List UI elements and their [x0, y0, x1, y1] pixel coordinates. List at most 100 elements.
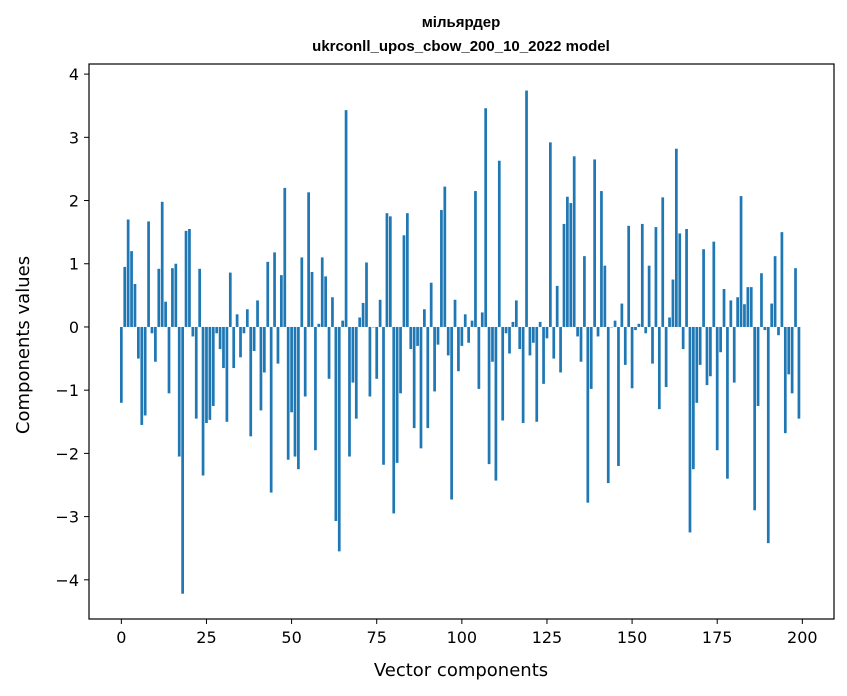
bar-168 — [692, 326, 695, 470]
x-tick-label-75: 75 — [367, 628, 387, 647]
bar-76 — [378, 299, 382, 327]
bar-71 — [361, 302, 365, 327]
bar-118 — [521, 326, 525, 424]
bar-161 — [668, 317, 671, 327]
bar-66 — [344, 110, 348, 327]
bar-179 — [729, 300, 733, 327]
bar-31 — [225, 326, 229, 422]
bar-9 — [150, 326, 154, 334]
bar-188 — [760, 273, 763, 327]
bar-154 — [644, 326, 648, 334]
bar-88 — [419, 326, 423, 449]
bar-17 — [177, 326, 181, 457]
x-axis-ticks: 0 25 50 75 100 125 150 175 200 — [116, 619, 818, 647]
bar-190 — [766, 326, 770, 544]
bar-186 — [753, 326, 757, 511]
bar-6 — [140, 326, 144, 425]
bar-129 — [559, 326, 562, 373]
bar-124 — [542, 326, 545, 384]
bar-0 — [119, 326, 123, 403]
bar-120 — [528, 326, 532, 356]
bar-117 — [518, 326, 522, 350]
x-tick-label-100: 100 — [447, 628, 478, 647]
bar-12 — [160, 201, 164, 327]
plot-frame — [88, 63, 835, 620]
bar-40 — [256, 300, 259, 327]
bar-155 — [647, 265, 651, 327]
bar-72 — [365, 262, 368, 327]
bar-93 — [436, 326, 440, 345]
bar-50 — [290, 326, 293, 413]
bar-8 — [147, 221, 150, 327]
bar-47 — [280, 275, 283, 327]
bar-35 — [239, 326, 242, 358]
y-axis-ticks: −4 −3 −2 −1 0 1 2 3 4 — [55, 65, 89, 590]
bar-62 — [331, 297, 334, 327]
bar-87 — [416, 326, 419, 346]
bar-61 — [327, 326, 331, 379]
bar-37 — [245, 309, 249, 327]
bar-99 — [457, 326, 460, 372]
y-tick-label--2: −2 — [55, 444, 79, 463]
bar-83 — [402, 235, 406, 327]
bar-90 — [426, 326, 430, 429]
bar-54 — [303, 326, 307, 397]
bar-94 — [440, 210, 443, 327]
bar-75 — [375, 326, 379, 379]
bar-14 — [167, 326, 171, 394]
bar-153 — [640, 223, 644, 327]
bar-55 — [307, 192, 310, 327]
x-tick-label-175: 175 — [702, 628, 733, 647]
bar-67 — [348, 326, 351, 457]
bar-199 — [797, 326, 801, 419]
bar-39 — [252, 326, 256, 351]
bar-1 — [123, 266, 127, 327]
bar-132 — [569, 203, 573, 327]
bar-151 — [634, 326, 637, 331]
bar-156 — [651, 326, 654, 364]
bar-25 — [205, 326, 208, 424]
bar-127 — [552, 326, 556, 359]
bar-143 — [606, 326, 610, 484]
bar-19 — [184, 230, 188, 327]
bar-166 — [685, 228, 688, 327]
bar-107 — [484, 108, 488, 327]
bar-80 — [392, 326, 396, 514]
bar-113 — [504, 326, 508, 334]
bar-102 — [467, 326, 471, 343]
y-tick-label--1: −1 — [55, 381, 79, 400]
bar-42 — [262, 326, 266, 373]
bar-181 — [736, 297, 739, 327]
bar-158 — [657, 326, 661, 410]
bar-64 — [337, 326, 341, 552]
bar-28 — [215, 326, 219, 334]
bar-16 — [174, 263, 178, 327]
bar-44 — [269, 326, 273, 493]
bar-157 — [654, 227, 658, 327]
y-tick-label-1: 1 — [69, 255, 79, 274]
bar-108 — [487, 326, 491, 465]
bar-43 — [266, 261, 270, 327]
bar-10 — [154, 326, 157, 362]
bar-73 — [368, 326, 372, 397]
bar-24 — [201, 326, 205, 476]
bar-97 — [450, 326, 453, 500]
bar-79 — [388, 216, 392, 327]
bar-137 — [586, 326, 590, 503]
bar-130 — [562, 223, 566, 327]
bar-96 — [446, 326, 450, 356]
bar-29 — [218, 326, 222, 350]
bar-167 — [688, 326, 692, 533]
bar-176 — [719, 326, 722, 353]
bar-46 — [276, 326, 280, 364]
bar-68 — [351, 326, 355, 383]
bar-110 — [494, 326, 498, 481]
bar-70 — [358, 317, 362, 327]
bar-149 — [627, 225, 631, 327]
bar-81 — [395, 326, 399, 463]
bar-121 — [531, 326, 535, 343]
bar-7 — [143, 326, 147, 416]
bar-162 — [671, 279, 675, 327]
bar-172 — [705, 326, 709, 386]
